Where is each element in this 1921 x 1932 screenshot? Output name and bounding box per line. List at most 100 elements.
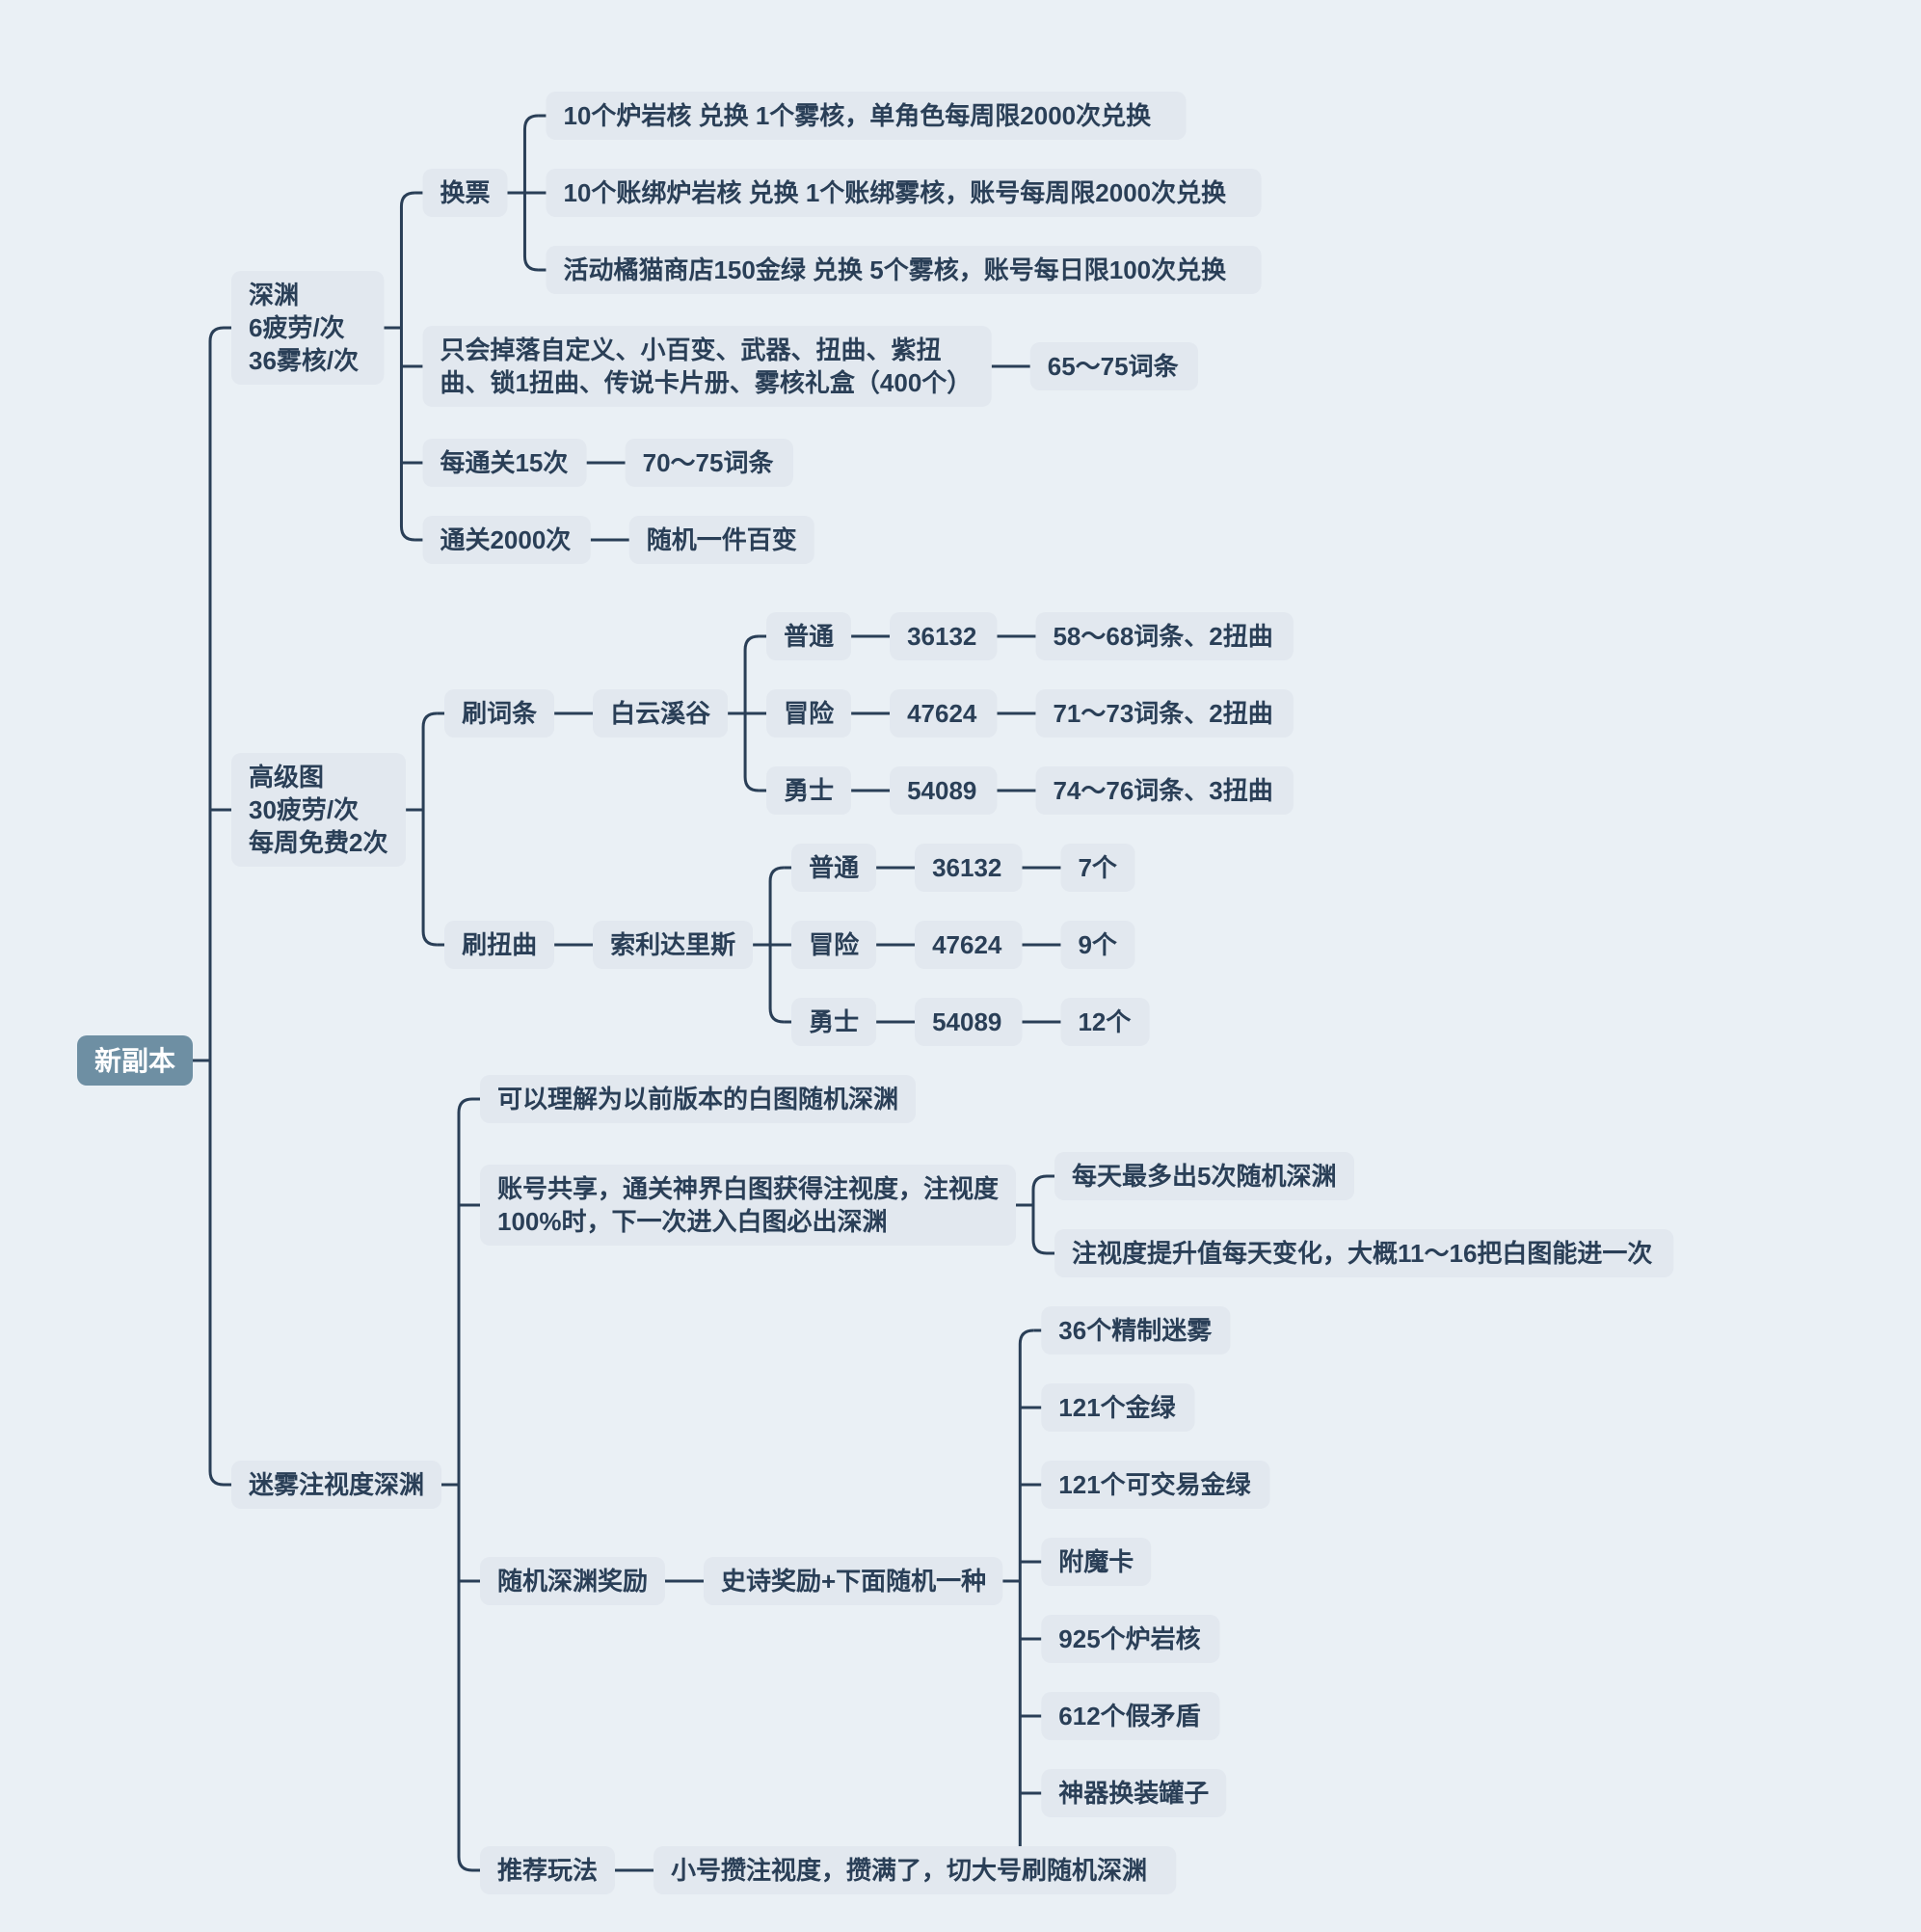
node-label: 冒险 [809,930,860,959]
tree-node: 勇士 [791,998,876,1046]
node-label: 10个账绑炉岩核 兑换 1个账绑雾核，账号每周限2000次兑换 [563,178,1227,207]
tree-node: 注视度提升值每天变化，大概11～16把白图能进一次 [1054,1229,1673,1277]
tree-node: 小号攒注视度，攒满了，切大号刷随机深渊 [654,1846,1164,1894]
node-label: 刷扭曲 [462,930,537,959]
node-label: 74～76词条、3扭曲 [1053,776,1272,805]
tree-node: 每通关15次 [422,439,586,487]
edge [1020,1330,1033,1870]
node-label: 7个 [1078,853,1117,882]
node-label: 36132 [907,622,976,651]
tree-node: 65～75词条 [1030,342,1198,390]
node-label: 勇士 [809,1007,859,1036]
tree-node: 47624 [890,689,997,738]
node-label: 注视度提升值每天变化，大概11～16把白图能进一次 [1072,1239,1652,1268]
node-label: 换票 [440,178,490,207]
node-label: 小号攒注视度，攒满了，切大号刷随机深渊 [671,1856,1147,1885]
tree-node: 推荐玩法 [480,1846,615,1894]
node-label: 冒险 [784,699,835,728]
node-label: 47624 [932,930,1002,959]
tree-node: 10个炉岩核 兑换 1个雾核，单角色每周限2000次兑换 [546,92,1186,140]
node-label: 71～73词条、2扭曲 [1053,699,1272,728]
tree-node: 58～68词条、2扭曲 [1035,612,1293,660]
tree-node: 每天最多出5次随机深渊 [1054,1152,1354,1200]
tree-node: 121个金绿 [1041,1383,1194,1432]
node-label: 12个 [1078,1007,1132,1036]
edge [459,1099,472,1870]
tree-node: 10个账绑炉岩核 兑换 1个账绑雾核，账号每周限2000次兑换 [546,169,1261,217]
tree-node: 随机一件百变 [629,516,814,564]
tree-node: 74～76词条、3扭曲 [1035,766,1293,815]
tree-node: 迷雾注视度深渊 [231,1461,441,1509]
node-label: 神器换装罐子 [1058,1779,1209,1808]
tree-node: 白云溪谷 [593,689,728,738]
mindmap-canvas: 新副本深渊6疲劳/次36雾核/次换票10个炉岩核 兑换 1个雾核，单角色每周限2… [0,0,1921,1932]
node-label: 附魔卡 [1058,1547,1134,1576]
tree-node: 普通 [766,612,851,660]
node-label: 史诗奖励+下面随机一种 [721,1567,986,1596]
tree-node: 71～73词条、2扭曲 [1035,689,1293,738]
node-label: 勇士 [784,776,834,805]
tree-node: 925个炉岩核 [1041,1615,1219,1663]
tree-node: 附魔卡 [1041,1538,1151,1586]
node-label: 索利达里斯 [610,930,735,959]
node-label: 刷词条 [462,699,538,728]
tree-node: 70～75词条 [626,439,793,487]
tree-node: 36132 [890,612,997,660]
node-label: 活动橘猫商店150金绿 兑换 5个雾核，账号每日限100次兑换 [563,255,1227,284]
node-label: 36132 [932,853,1001,882]
nodes-group: 新副本深渊6疲劳/次36雾核/次换票10个炉岩核 兑换 1个雾核，单角色每周限2… [77,92,1673,1894]
root-node: 新副本 [77,1035,193,1086]
node-label: 可以理解为以前版本的白图随机深渊 [497,1085,898,1114]
node-label: 612个假矛盾 [1058,1702,1200,1731]
tree-node: 索利达里斯 [593,921,753,969]
tree-node: 54089 [915,998,1022,1046]
tree-node: 冒险 [766,689,851,738]
node-label: 推荐玩法 [497,1856,598,1885]
tree-node: 可以理解为以前版本的白图随机深渊 [480,1075,916,1123]
tree-node: 随机深渊奖励 [480,1557,665,1605]
node-label: 54089 [932,1007,1001,1036]
tree-node: 只会掉落自定义、小百变、武器、扭曲、紫扭曲、锁1扭曲、传说卡片册、雾核礼盒（40… [422,326,991,407]
node-label: 普通 [809,853,859,882]
edge [423,713,437,945]
tree-node: 账号共享，通关神界白图获得注视度，注视度100%时，下一次进入白图必出深渊 [480,1165,1016,1246]
node-label: 新副本 [94,1046,175,1076]
tree-node: 冒险 [791,921,876,969]
node-label: 白云溪谷 [610,699,711,728]
node-label: 迷雾注视度深渊 [249,1470,424,1499]
node-label: 58～68词条、2扭曲 [1053,622,1272,651]
tree-node: 史诗奖励+下面随机一种 [704,1557,1002,1605]
tree-node: 121个可交易金绿 [1041,1461,1269,1509]
node-label: 65～75词条 [1048,352,1180,381]
tree-node: 普通 [791,844,876,892]
tree-node: 47624 [915,921,1022,969]
tree-node: 换票 [422,169,507,217]
tree-node: 刷词条 [444,689,554,738]
tree-node: 9个 [1060,921,1134,969]
tree-node: 活动橘猫商店150金绿 兑换 5个雾核，账号每日限100次兑换 [546,246,1261,294]
node-label: 通关2000次 [440,525,571,554]
tree-node: 54089 [890,766,997,815]
tree-node: 勇士 [766,766,851,815]
tree-node: 36个精制迷雾 [1041,1306,1230,1355]
edge [210,328,224,1485]
node-label: 每通关15次 [440,448,568,477]
node-label: 54089 [907,776,976,805]
tree-node: 神器换装罐子 [1041,1769,1226,1817]
node-label: 10个炉岩核 兑换 1个雾核，单角色每周限2000次兑换 [563,101,1152,130]
tree-node: 612个假矛盾 [1041,1692,1219,1740]
tree-node: 36132 [915,844,1022,892]
node-label: 47624 [907,699,977,728]
node-label: 9个 [1078,930,1117,959]
tree-node: 12个 [1060,998,1149,1046]
edge [1033,1176,1047,1253]
tree-node: 刷扭曲 [444,921,554,969]
node-label: 925个炉岩核 [1058,1624,1200,1653]
node-label: 随机深渊奖励 [497,1567,648,1596]
tree-node: 通关2000次 [422,516,590,564]
tree-node: 7个 [1060,844,1134,892]
node-label: 121个金绿 [1058,1393,1176,1422]
node-label: 121个可交易金绿 [1058,1470,1251,1499]
node-label: 每天最多出5次随机深渊 [1072,1162,1336,1191]
node-label: 70～75词条 [643,448,775,477]
